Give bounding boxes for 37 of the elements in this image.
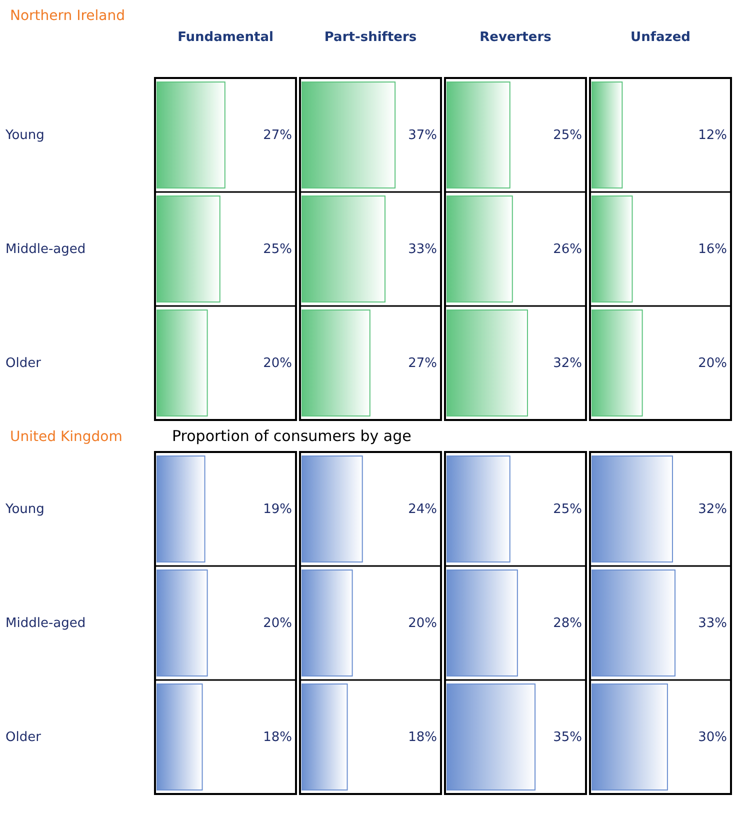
data-label: 30%: [698, 730, 727, 745]
text: Proportion of consumers by age: [172, 427, 412, 445]
data-label: 25%: [553, 502, 582, 517]
data-label: 20%: [408, 616, 437, 631]
data-label: 37%: [408, 128, 437, 143]
data-label: 33%: [408, 242, 437, 257]
data-label: 12%: [698, 128, 727, 143]
chart-title: Reverters: [480, 30, 552, 45]
data-label: 25%: [263, 242, 292, 257]
data-label: 20%: [263, 356, 292, 371]
data-label: 33%: [698, 616, 727, 631]
y-tick-label: Middle-aged: [6, 242, 86, 257]
y-tick-label: Middle-aged: [6, 616, 86, 631]
data-label: 25%: [553, 128, 582, 143]
data-label: 28%: [553, 616, 582, 631]
text: Northern Ireland: [10, 8, 126, 24]
data-label: 18%: [263, 730, 292, 745]
data-label: 26%: [553, 242, 582, 257]
text: United Kingdom: [10, 429, 122, 445]
data-label: 32%: [698, 502, 727, 517]
chart-title: Part-shifters: [324, 30, 417, 45]
y-tick-label: Older: [6, 356, 42, 371]
data-label: 18%: [408, 730, 437, 745]
y-tick-label: Older: [6, 730, 42, 745]
chart-title: Fundamental: [178, 30, 274, 45]
data-label: 27%: [263, 128, 292, 143]
data-label: 27%: [408, 356, 437, 371]
data-label: 19%: [263, 502, 292, 517]
data-label: 24%: [408, 502, 437, 517]
data-label: 20%: [263, 616, 292, 631]
y-tick-label: Young: [4, 128, 44, 143]
data-label: 32%: [553, 356, 582, 371]
data-label: 35%: [553, 730, 582, 745]
y-tick-label: Young: [4, 502, 44, 517]
data-label: 16%: [698, 242, 727, 257]
chart-title: Unfazed: [630, 30, 690, 45]
data-label: 20%: [698, 356, 727, 371]
